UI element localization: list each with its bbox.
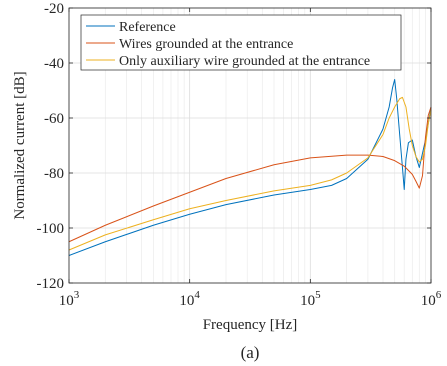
tick-labels: 103 104 105 106 -120 -100 -80 -60 -40 -20 bbox=[37, 1, 442, 309]
series-lines bbox=[68, 79, 432, 256]
figure-caption: (a) bbox=[241, 343, 260, 362]
legend-box bbox=[80, 14, 402, 71]
x-tick-label: 104 bbox=[179, 289, 200, 309]
legend-label-2: Wires grounded at the entrance bbox=[119, 37, 293, 52]
series-line-1 bbox=[68, 79, 432, 256]
series-line-2 bbox=[68, 106, 432, 243]
x-tick-label: 105 bbox=[300, 289, 321, 309]
legend-label-1: Reference bbox=[119, 20, 176, 35]
x-axis-label: Frequency [Hz] bbox=[203, 317, 298, 333]
legend: Reference Wires grounded at the entrance O… bbox=[80, 14, 402, 71]
y-axis-label: Normalized current [dB] bbox=[12, 71, 28, 219]
y-tick-label: -40 bbox=[44, 56, 64, 72]
ticks bbox=[68, 7, 432, 284]
plot-frame bbox=[68, 7, 432, 284]
y-tick-label: -20 bbox=[44, 1, 64, 17]
y-tick-label: -120 bbox=[37, 276, 65, 292]
x-tick-label: 103 bbox=[59, 289, 80, 309]
y-tick-label: -100 bbox=[37, 221, 65, 237]
y-tick-label: -80 bbox=[44, 166, 64, 182]
legend-label-3: Only auxiliary wire grounded at the entr… bbox=[119, 54, 370, 69]
series-line-3 bbox=[68, 96, 432, 251]
y-tick-label: -60 bbox=[44, 111, 64, 127]
x-tick-label: 106 bbox=[421, 289, 442, 309]
